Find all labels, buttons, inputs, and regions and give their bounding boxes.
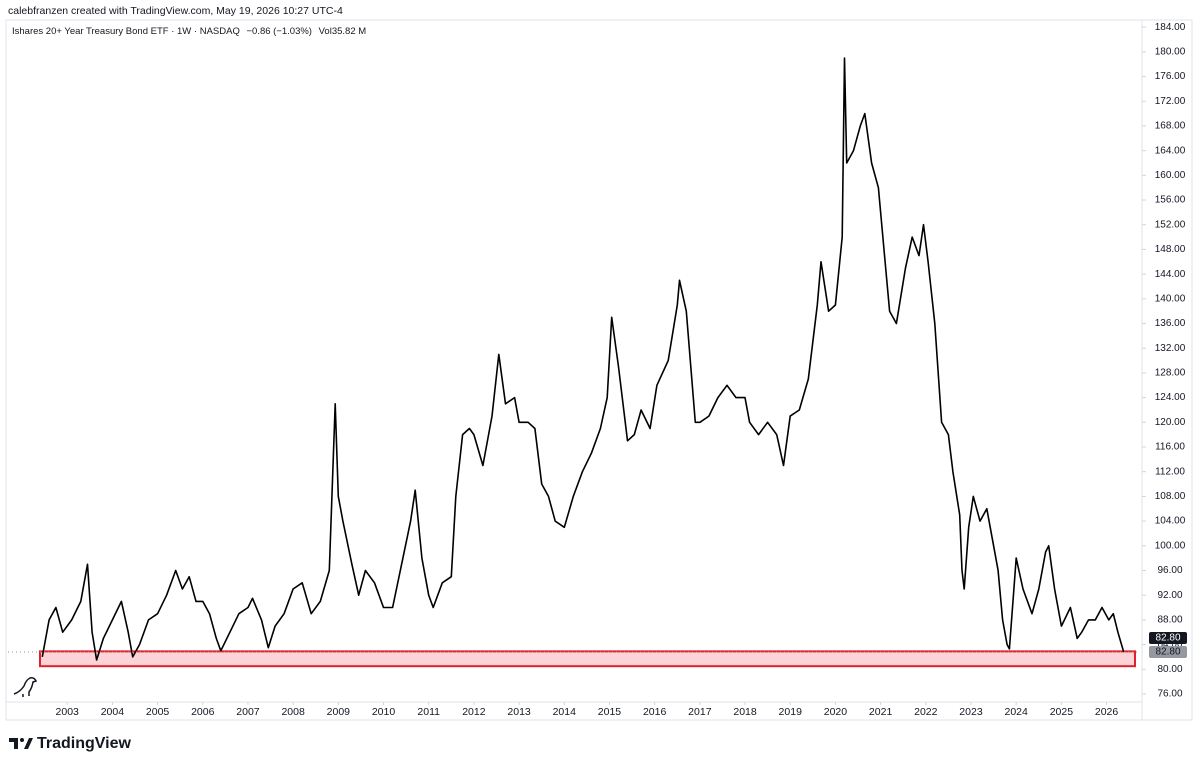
y-tick-label: 128.00: [1155, 368, 1186, 379]
x-tick-label: 2007: [236, 706, 260, 718]
support-zone: [39, 650, 1136, 668]
y-tick-label: 160.00: [1155, 170, 1186, 181]
dino-icon: [13, 677, 38, 697]
y-tick-label: 148.00: [1155, 244, 1186, 255]
x-tick-label: 2012: [462, 706, 486, 718]
x-tick-label: 2015: [598, 706, 622, 718]
x-tick-label: 2009: [327, 706, 351, 718]
x-tick-label: 2023: [959, 706, 983, 718]
legend: Ishares 20+ Year Treasury Bond ETF · 1W …: [12, 26, 366, 37]
y-tick-label: 136.00: [1155, 318, 1186, 329]
x-tick-label: 2003: [56, 706, 80, 718]
x-tick-label: 2005: [146, 706, 170, 718]
y-tick-label: 172.00: [1155, 96, 1186, 107]
x-tick-label: 2011: [417, 706, 440, 718]
brand-logo: [9, 738, 33, 749]
x-tick-label: 2024: [1005, 706, 1029, 718]
x-tick-label: 2013: [507, 706, 531, 718]
y-tick-label: 132.00: [1155, 343, 1186, 354]
y-tick-label: 156.00: [1155, 195, 1186, 206]
brand-name: TradingView: [37, 735, 132, 752]
x-tick-label: 2025: [1050, 706, 1074, 718]
y-tick-label: 140.00: [1155, 293, 1186, 304]
x-tick-label: 2021: [869, 706, 893, 718]
price-label-box: [1149, 631, 1187, 644]
y-tick-label: 104.00: [1155, 516, 1186, 527]
x-tick-label: 2004: [101, 706, 125, 718]
y-tick-label: 108.00: [1155, 491, 1186, 502]
x-tick-label: 2014: [553, 706, 577, 718]
legend-change: −0.86 (−1.03%): [246, 26, 312, 37]
price-line: [41, 57, 1125, 661]
y-tick-label: 112.00: [1155, 466, 1185, 477]
y-tick-label: 176.00: [1155, 71, 1186, 82]
x-tick-label: 2016: [643, 706, 667, 718]
x-tick-label: 2018: [733, 706, 757, 718]
x-tick-label: 2017: [688, 706, 712, 718]
y-tick-label: 88.00: [1157, 615, 1182, 626]
x-tick-label: 2019: [779, 706, 803, 718]
x-tick-label: 2026: [1095, 706, 1119, 718]
header: calebfranzen created with TradingView.co…: [8, 5, 343, 17]
price-label: 82.80: [1155, 647, 1180, 658]
y-tick-label: 96.00: [1157, 565, 1182, 576]
y-tick-label: 76.00: [1157, 689, 1182, 700]
price-label: 82.80: [1155, 633, 1180, 644]
x-tick-label: 2020: [824, 706, 848, 718]
x-tick-label: 2006: [191, 706, 215, 718]
x-tick-label: 2022: [914, 706, 938, 718]
x-tick-label: 2010: [372, 706, 396, 718]
y-tick-label: 84.00: [1157, 639, 1182, 650]
x-tick-label: 2008: [281, 706, 305, 718]
y-tick-label: 124.00: [1155, 392, 1186, 403]
y-tick-label: 164.00: [1155, 145, 1186, 156]
y-tick-label: 80.00: [1157, 664, 1182, 675]
legend-symbol: Ishares 20+ Year Treasury Bond ETF · 1W …: [12, 26, 240, 37]
y-tick-label: 152.00: [1155, 219, 1186, 230]
y-tick-label: 92.00: [1157, 590, 1182, 601]
y-tick-label: 100.00: [1155, 540, 1186, 551]
y-tick-label: 180.00: [1155, 46, 1186, 57]
y-tick-label: 144.00: [1155, 269, 1186, 280]
legend-volume: 35.82 M: [332, 26, 366, 37]
y-tick-label: 184.00: [1155, 22, 1186, 33]
y-tick-label: 116.00: [1155, 442, 1185, 453]
y-tick-label: 120.00: [1155, 417, 1186, 428]
chart-frame: [5, 19, 1193, 721]
y-tick-label: 168.00: [1155, 121, 1186, 132]
legend-volume-label: Vol: [319, 26, 332, 37]
price-label-box: [1149, 645, 1187, 658]
